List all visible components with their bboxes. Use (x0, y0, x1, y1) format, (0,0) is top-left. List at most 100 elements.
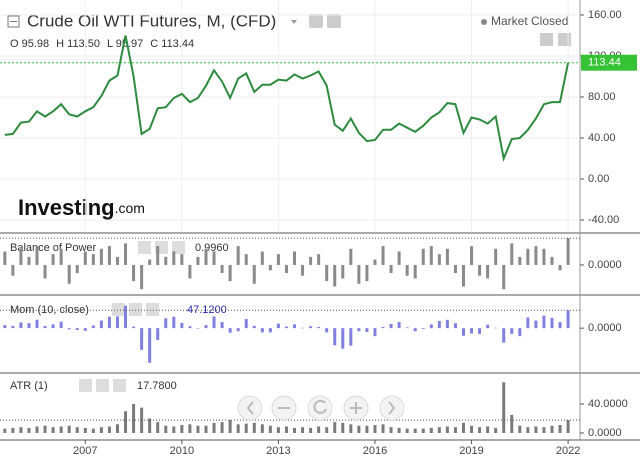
settings-button[interactable] (309, 14, 323, 28)
indicator-bar (510, 414, 514, 433)
indicator-bar (156, 246, 160, 265)
indicator-bar (502, 382, 506, 433)
indicator-bar (429, 324, 433, 329)
indicator-bar (276, 427, 280, 433)
indicator-bar (252, 264, 256, 284)
indicator-bar (309, 326, 313, 329)
indicator-bar (35, 426, 39, 433)
indicator-bar (260, 328, 264, 333)
indicator-bar (429, 246, 433, 265)
indicator-bar (140, 328, 144, 350)
indicator-bar (51, 254, 55, 265)
indicator-bar (99, 320, 103, 329)
indicator-bar (373, 259, 377, 265)
indicator-bar (3, 325, 7, 329)
indicator-bar (228, 328, 232, 333)
indicator-button[interactable] (138, 241, 151, 254)
ohlc-value: H 113.50 (56, 38, 100, 50)
indicator-bar (276, 254, 280, 265)
indicator-bar (27, 427, 31, 433)
indicator-bar (461, 328, 465, 336)
indicator-bar (518, 425, 522, 433)
indicator-bar (148, 328, 152, 363)
indicator-bar (470, 425, 474, 433)
indicator-bar (445, 248, 449, 265)
indicator-bar (437, 320, 441, 329)
settings-button[interactable] (327, 14, 341, 28)
indicator-bar (566, 420, 570, 433)
indicator-button[interactable] (113, 379, 126, 392)
y-tick-label: 160.00 (588, 9, 622, 21)
indicator-bar (502, 328, 506, 343)
indicator-bar (115, 256, 119, 265)
y-tick-label: 0.0000 (588, 427, 622, 439)
indicator-button[interactable] (79, 379, 92, 392)
indicator-bar (341, 422, 345, 433)
indicator-bar (325, 328, 329, 333)
indicator-bar (196, 425, 200, 433)
ohlc-value: O 95.98 (10, 38, 49, 50)
indicator-bar (357, 328, 361, 332)
indicator-bar (309, 256, 313, 265)
indicator-bar (317, 254, 321, 265)
move-down-button[interactable] (558, 33, 571, 46)
indicator-bar (124, 411, 128, 433)
indicator-bar (75, 427, 79, 433)
indicator-bar (453, 323, 457, 329)
indicator-bar (43, 264, 47, 279)
indicator-bar (19, 427, 23, 433)
indicator-bar (510, 328, 514, 334)
indicator-value: 47.1200 (187, 304, 227, 316)
indicator-bar (132, 264, 136, 282)
indicator-bar (51, 427, 55, 433)
indicator-bar (534, 320, 538, 329)
indicator-bar (43, 325, 47, 329)
indicator-bar (51, 324, 55, 329)
scroll-right-button[interactable] (379, 395, 405, 421)
indicator-bar (268, 264, 272, 271)
indicator-bar (196, 328, 200, 329)
indicator-bar (107, 246, 111, 265)
indicator-bar (421, 328, 425, 329)
indicator-button[interactable] (146, 303, 159, 316)
indicator-bar (132, 326, 136, 329)
indicator-bar (550, 256, 554, 265)
indicator-bar (268, 425, 272, 433)
indicator-bar (115, 424, 119, 433)
x-tick-label: 2007 (73, 445, 97, 457)
indicator-bar (333, 422, 337, 433)
indicator-bar (349, 424, 353, 433)
brand-suffix: .com (115, 200, 145, 216)
indicator-bar (502, 264, 506, 290)
indicator-bar (11, 264, 15, 276)
indicator-bar (204, 325, 208, 329)
indicator-bar (67, 425, 71, 433)
indicator-bar (59, 426, 63, 433)
indicator-button[interactable] (172, 241, 185, 254)
indicator-button[interactable] (112, 303, 125, 316)
indicator-bar (148, 259, 152, 265)
indicator-bar (75, 264, 79, 274)
y-tick-label: -40.00 (588, 214, 619, 226)
indicator-bar (107, 426, 111, 433)
indicator-bar (325, 427, 329, 433)
indicator-bar (478, 264, 482, 276)
indicator-button[interactable] (96, 379, 109, 392)
indicator-value: 17.7800 (137, 380, 177, 392)
indicator-bar (413, 328, 417, 332)
indicator-bar (156, 422, 160, 433)
indicator-bar (212, 422, 216, 433)
indicator-bar (204, 248, 208, 265)
indicator-bar (397, 322, 401, 329)
move-up-button[interactable] (540, 33, 553, 46)
indicator-button[interactable] (129, 303, 142, 316)
indicator-bar (124, 243, 128, 265)
last-price-label: 113.44 (588, 57, 621, 69)
dropdown-caret[interactable] (291, 20, 297, 24)
indicator-bar (75, 328, 79, 331)
indicator-bar (180, 254, 184, 265)
reset-button[interactable] (307, 395, 333, 421)
scroll-left-button[interactable] (237, 395, 263, 421)
indicator-bar (301, 264, 305, 276)
collapse-icon[interactable] (7, 15, 20, 28)
